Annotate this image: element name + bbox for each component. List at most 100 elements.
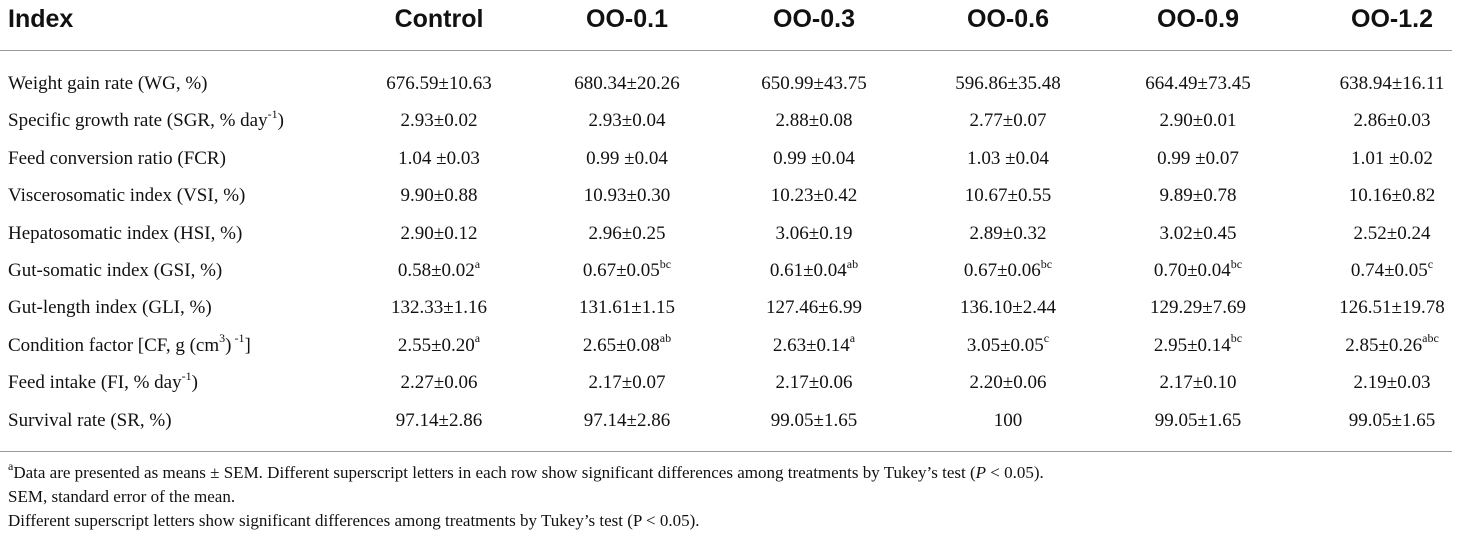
header-divider (0, 50, 1452, 51)
table-row: Hepatosomatic index (HSI, %) 2.90±0.12 2.9… (0, 222, 1460, 259)
cell-value: 2.96±0.25 (588, 222, 666, 244)
significance-letter: bc (1230, 331, 1243, 346)
table-cell: 0.58±0.02a (398, 256, 481, 283)
table-cell: 0.99 ±0.07 (1157, 147, 1239, 171)
cell-value: 10.93±0.30 (583, 185, 671, 207)
cell-value: 99.05±1.65 (1348, 409, 1436, 431)
table-cell: 0.99 ±0.04 (586, 147, 668, 171)
header-oo-0-9: OO-0.9 (1157, 5, 1239, 33)
cell-value: 2.90±0.12 (400, 222, 478, 244)
table-cell: 0.74±0.05c (1351, 258, 1433, 283)
cell-value: 127.46±6.99 (766, 297, 862, 319)
cell-value: 129.29±7.69 (1150, 297, 1246, 319)
row-label-text: Specific growth rate (SGR, % day (8, 110, 268, 132)
row-label: Viscerosomatic index (VSI, %) (8, 184, 245, 208)
row-label-text: Gut-length index (GLI, %) (8, 297, 212, 319)
row-label-text: Viscerosomatic index (VSI, %) (8, 185, 246, 207)
row-label-suffix: ) (277, 110, 284, 132)
table-cell: 596.86±35.48 (955, 72, 1060, 96)
table-cell: 100 (994, 409, 1023, 433)
row-label-suffix: ) (191, 372, 198, 394)
table-cell: 126.51±19.78 (1339, 296, 1444, 320)
table-row: Gut-somatic index (GSI, %) 0.58±0.02a 0.67… (0, 256, 1460, 296)
row-label-text: Feed intake (FI, % day (8, 372, 182, 394)
cell-value: 2.63±0.14 (772, 334, 850, 356)
cell-value: 10.16±0.82 (1348, 185, 1436, 207)
cell-value: 638.94±16.11 (1339, 73, 1445, 94)
cell-value: 2.89±0.32 (969, 222, 1047, 244)
row-label: Condition factor [CF, g (cm3) -1] (8, 331, 251, 358)
cell-value: 100 (993, 409, 1023, 431)
row-label: Gut-somatic index (GSI, %) (8, 259, 222, 283)
row-label-suffix: ] (244, 334, 251, 356)
table-cell: 0.99 ±0.04 (773, 147, 855, 171)
table-row: Feed conversion ratio (FCR) 1.04 ±0.03 0.9… (0, 147, 1460, 184)
table-cell: 2.88±0.08 (776, 109, 853, 133)
cell-value: 676.59±10.63 (386, 73, 492, 94)
cell-value: 2.93±0.02 (400, 110, 478, 132)
cell-value: 2.77±0.07 (969, 110, 1047, 132)
significance-letter: a (849, 331, 856, 346)
table-row: Weight gain rate (WG, %) 676.59±10.63 680.… (0, 72, 1460, 109)
cell-value: 0.67±0.05 (582, 260, 660, 281)
row-label-superscript: 3 (219, 331, 226, 346)
cell-value: 0.61±0.04 (769, 260, 847, 281)
header-oo-1-2: OO-1.2 (1351, 5, 1433, 33)
cell-value: 2.17±0.07 (588, 372, 666, 394)
table-row: Gut-length index (GLI, %) 132.33±1.16 131.… (0, 296, 1460, 333)
table-cell: 10.93±0.30 (584, 184, 670, 208)
footnote-1: aData are presented as means ± SEM. Diff… (8, 460, 1044, 485)
table-cell: 2.93±0.02 (401, 109, 478, 133)
table-row: Feed intake (FI, % day-1) 2.27±0.06 2.17±0… (0, 368, 1460, 408)
cell-value: 10.23±0.42 (770, 185, 858, 207)
table-cell: 2.17±0.06 (776, 371, 853, 395)
table-cell: 680.34±20.26 (574, 72, 679, 96)
table-row: Condition factor [CF, g (cm3) -1] 2.55±0.… (0, 331, 1460, 371)
cell-value: 2.27±0.06 (400, 372, 478, 394)
cell-value: 2.86±0.03 (1353, 110, 1431, 132)
table-cell: 2.89±0.32 (970, 222, 1047, 246)
cell-value: 99.05±1.65 (1154, 409, 1242, 431)
table-cell: 127.46±6.99 (766, 296, 862, 320)
cell-value: 2.55±0.20 (397, 334, 475, 356)
row-label-superscript: -1 (267, 107, 278, 122)
significance-letter: bc (1230, 256, 1243, 271)
row-label-suffix: ) (225, 334, 232, 356)
table-row: Viscerosomatic index (VSI, %) 9.90±0.88 10… (0, 184, 1460, 221)
cell-value: 9.89±0.78 (1159, 185, 1237, 207)
table-cell: 97.14±2.86 (584, 409, 670, 433)
table-cell: 10.23±0.42 (771, 184, 857, 208)
cell-value: 3.05±0.05 (966, 334, 1044, 356)
row-label-text: Feed conversion ratio (FCR) (8, 147, 226, 169)
table-cell: 1.04 ±0.03 (398, 147, 480, 171)
table-cell: 1.03 ±0.04 (967, 147, 1049, 171)
table-cell: 2.85±0.26abc (1345, 332, 1439, 358)
table-cell: 136.10±2.44 (960, 296, 1056, 320)
cell-value: 2.85±0.26 (1345, 334, 1423, 356)
table-header-row: Index Control OO-0.1 OO-0.3 OO-0.6 OO-0.… (0, 0, 1460, 40)
table-cell: 650.99±43.75 (761, 72, 866, 96)
table-cell: 664.49±73.45 (1145, 72, 1250, 96)
cell-value: 2.65±0.08 (582, 334, 660, 356)
footnote-2: SEM, standard error of the mean. (8, 487, 236, 506)
header-oo-0-1: OO-0.1 (586, 5, 668, 33)
cell-value: 2.52±0.24 (1353, 222, 1431, 244)
table-cell: 2.52±0.24 (1354, 222, 1431, 246)
table-cell: 2.93±0.04 (589, 109, 666, 133)
cell-value: 596.86±35.48 (955, 73, 1061, 94)
row-label-text: Weight gain rate (WG, %) (8, 73, 208, 94)
cell-value: 132.33±1.16 (391, 297, 487, 319)
cell-value: 3.02±0.45 (1159, 222, 1237, 244)
cell-value: 10.67±0.55 (964, 185, 1052, 207)
row-label-superscript: -1 (181, 368, 192, 383)
significance-letter: a (474, 256, 481, 271)
cell-value: 0.70±0.04 (1153, 260, 1231, 281)
footnote-3: Different superscript letters show signi… (8, 511, 700, 530)
footnote-1-text: Data are presented as means ± SEM. Diffe… (13, 463, 976, 482)
significance-letter: bc (659, 256, 672, 271)
cell-value: 2.88±0.08 (775, 110, 853, 132)
table-cell: 2.77±0.07 (970, 109, 1047, 133)
table-cell: 99.05±1.65 (1349, 409, 1435, 433)
row-label-text: Hepatosomatic index (HSI, %) (8, 222, 243, 244)
cell-value: 2.93±0.04 (588, 110, 666, 132)
